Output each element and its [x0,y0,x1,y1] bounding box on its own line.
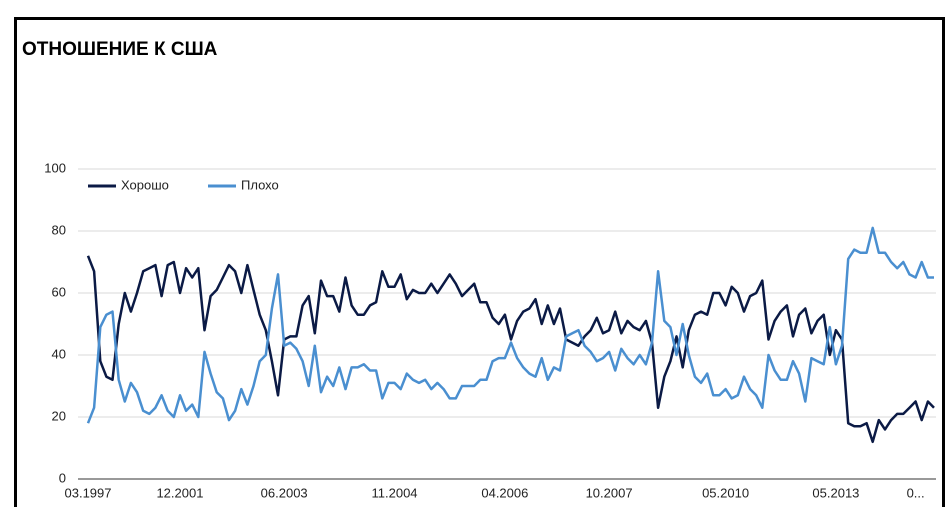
x-tick-label: 03.1997 [65,485,112,500]
x-tick-label: 05.2010 [702,485,749,500]
x-tick-label: 05.2013 [812,485,859,500]
y-tick-label: 100 [44,160,66,175]
y-tick-label: 40 [52,346,66,361]
x-tick-label: 04.2006 [481,485,528,500]
legend-label: Хорошо [121,177,169,192]
chart-title: ОТНОШЕНИЕ К США [22,39,218,60]
series-line [86,226,934,424]
x-tick-label: 0... [907,485,925,500]
legend-label: Плохо [241,177,279,192]
x-tick-label: 11.2004 [372,485,418,500]
x-tick-label: 12.2001 [156,485,203,500]
x-tick-label: 10.2007 [586,485,633,500]
y-tick-label: 80 [52,222,66,237]
frame [14,17,945,507]
x-tick-label: 06.2003 [261,485,308,500]
y-tick-label: 0 [59,470,66,485]
y-tick-label: 60 [52,284,66,299]
y-tick-label: 20 [52,408,66,423]
series-line [86,255,935,444]
